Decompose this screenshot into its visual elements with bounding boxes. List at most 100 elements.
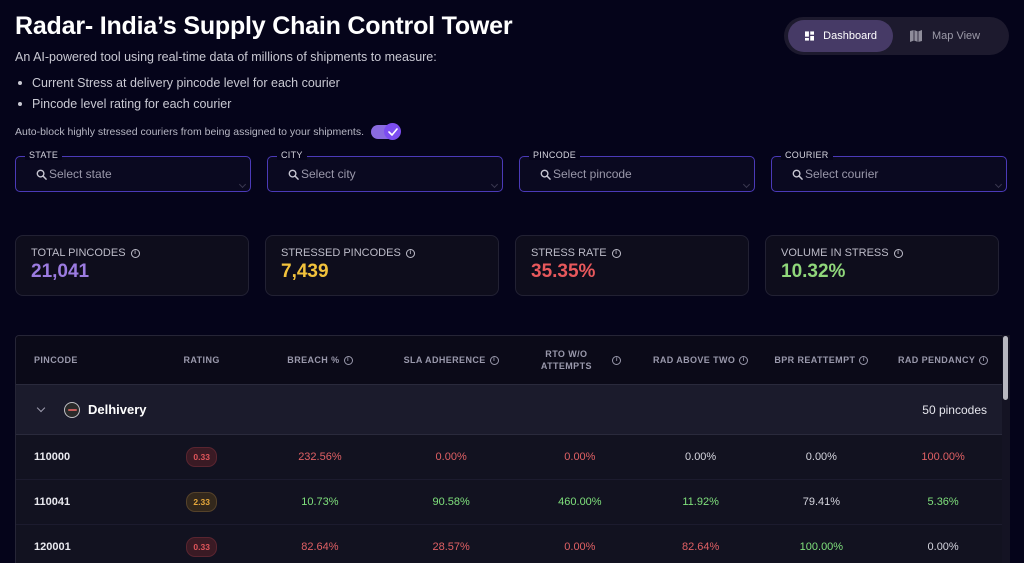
rating-cell: 2.33 bbox=[146, 492, 258, 512]
table-header: PINCODE RATING BREACH % i SLA ADHERENCE i … bbox=[16, 336, 1005, 385]
column-header-rad-pendancy[interactable]: RAD PENDANCY i bbox=[881, 355, 1005, 365]
search-icon bbox=[792, 169, 803, 180]
chevron-down-icon bbox=[742, 180, 751, 189]
stat-label: VOLUME IN STRESS bbox=[781, 247, 889, 259]
column-header-pincode[interactable]: PINCODE bbox=[16, 355, 146, 365]
info-icon[interactable]: i bbox=[739, 355, 749, 365]
metric-cell: 10.73% bbox=[301, 496, 339, 508]
info-icon[interactable]: i bbox=[611, 248, 621, 258]
stat-card-stress-rate: STRESS RATE i 35.35% bbox=[515, 235, 749, 296]
map-view-button[interactable]: Map View bbox=[893, 20, 996, 52]
column-label: BREACH % bbox=[287, 355, 340, 365]
metric-cell: 0.00% bbox=[564, 451, 596, 463]
search-icon bbox=[36, 169, 47, 180]
table-scrollbar[interactable] bbox=[1002, 335, 1010, 563]
autoblock-toggle[interactable] bbox=[371, 123, 402, 140]
city-search-input[interactable]: Select city bbox=[288, 167, 356, 181]
pincode-cell: 110000 bbox=[34, 451, 71, 463]
rating-cell: 0.33 bbox=[146, 447, 258, 467]
column-label: BPR REATTEMPT bbox=[774, 355, 856, 365]
info-icon[interactable]: i bbox=[343, 355, 353, 365]
column-label: RAD PENDANCY bbox=[897, 355, 976, 365]
rating-badge: 2.33 bbox=[186, 492, 217, 512]
column-header-breach[interactable]: BREACH % i bbox=[258, 355, 383, 365]
column-label: RATING bbox=[183, 355, 220, 365]
state-placeholder: Select state bbox=[49, 167, 112, 181]
column-label: SLA ADHERENCE bbox=[403, 355, 486, 365]
chevron-down-icon bbox=[994, 180, 1003, 189]
metric-cell: 82.64% bbox=[301, 541, 339, 553]
info-icon[interactable]: i bbox=[612, 355, 622, 365]
metric-cell: 232.56% bbox=[298, 451, 342, 463]
bullet-icon bbox=[18, 101, 22, 106]
dashboard-icon bbox=[805, 31, 815, 41]
pincode-search-input[interactable]: Select pincode bbox=[540, 167, 632, 181]
map-icon bbox=[910, 30, 922, 42]
rating-cell: 0.33 bbox=[146, 537, 258, 557]
dashboard-view-button[interactable]: Dashboard bbox=[788, 20, 893, 52]
stat-label: STRESSED PINCODES bbox=[281, 247, 401, 259]
table-body: 110000 0.33 232.56% 0.00% 0.00% 0.00% 0.00% 100… bbox=[16, 435, 1005, 563]
feature-text: Current Stress at delivery pincode level… bbox=[32, 75, 340, 90]
city-filter-label: CITY bbox=[277, 150, 307, 160]
feature-item: Current Stress at delivery pincode level… bbox=[15, 72, 340, 93]
column-label: RTO W/O ATTEMPTS bbox=[540, 349, 592, 371]
stats-row: TOTAL PINCODES i 21,041 STRESSED PINCODES… bbox=[15, 235, 999, 296]
pincode-filter[interactable]: PINCODE Select pincode bbox=[519, 150, 755, 192]
metric-cell: 100.00% bbox=[799, 541, 844, 553]
stat-label: TOTAL PINCODES bbox=[31, 247, 126, 259]
stat-value: 10.32% bbox=[781, 261, 846, 282]
info-icon[interactable]: i bbox=[859, 355, 869, 365]
column-header-rad-above-two[interactable]: RAD ABOVE TWO i bbox=[640, 355, 762, 365]
courier-search-input[interactable]: Select courier bbox=[792, 167, 878, 181]
courier-filter-label: COURIER bbox=[781, 150, 833, 160]
pincode-filter-label: PINCODE bbox=[529, 150, 581, 160]
courier-group-row[interactable]: Delhivery 50 pincodes bbox=[16, 385, 1005, 435]
courier-name: Delhivery bbox=[88, 402, 147, 417]
info-icon[interactable]: i bbox=[405, 248, 415, 258]
chevron-down-icon bbox=[490, 180, 499, 189]
autoblock-setting: Auto-block highly stressed couriers from… bbox=[15, 123, 402, 140]
page-title: Radar- India’s Supply Chain Control Towe… bbox=[15, 12, 513, 40]
state-filter[interactable]: STATE Select state bbox=[15, 150, 251, 192]
column-label: RAD ABOVE TWO bbox=[652, 355, 736, 365]
metric-cell: 5.36% bbox=[927, 496, 959, 508]
info-icon[interactable]: i bbox=[979, 355, 989, 365]
table-row[interactable]: 120001 0.33 82.64% 28.57% 0.00% 82.64% 100.00%… bbox=[16, 525, 1005, 563]
pincode-placeholder: Select pincode bbox=[553, 167, 632, 181]
scrollbar-thumb[interactable] bbox=[1003, 336, 1008, 400]
page-subtitle: An AI-powered tool using real-time data … bbox=[15, 50, 437, 64]
courier-filter[interactable]: COURIER Select courier bbox=[771, 150, 1007, 192]
toggle-knob bbox=[384, 123, 402, 140]
search-icon bbox=[288, 169, 299, 180]
city-placeholder: Select city bbox=[301, 167, 356, 181]
metric-cell: 79.41% bbox=[802, 496, 841, 508]
table-row[interactable]: 110041 2.33 10.73% 90.58% 460.00% 11.92% 79.41… bbox=[16, 480, 1005, 525]
metric-cell: 0.00% bbox=[564, 541, 596, 553]
filter-bar: STATE Select state CITY Select city PINC… bbox=[15, 150, 1007, 192]
column-label: PINCODE bbox=[34, 355, 78, 365]
table-row[interactable]: 110000 0.33 232.56% 0.00% 0.00% 0.00% 0.00% 100… bbox=[16, 435, 1005, 480]
feature-text: Pincode level rating for each courier bbox=[32, 96, 232, 111]
column-header-rto-wo-attempts[interactable]: RTO W/O ATTEMPTS i bbox=[520, 348, 640, 372]
column-header-sla-adherence[interactable]: SLA ADHERENCE i bbox=[382, 355, 520, 365]
bullet-icon bbox=[18, 80, 22, 85]
chevron-down-icon[interactable] bbox=[36, 403, 46, 413]
info-icon[interactable]: i bbox=[489, 355, 499, 365]
metric-cell: 0.00% bbox=[805, 451, 837, 463]
pincode-cell: 120001 bbox=[34, 541, 71, 553]
column-header-bpr-reattempt[interactable]: BPR REATTEMPT i bbox=[762, 355, 882, 365]
info-icon[interactable]: i bbox=[893, 248, 903, 258]
autoblock-label: Auto-block highly stressed couriers from… bbox=[15, 126, 365, 138]
metric-cell: 11.92% bbox=[682, 496, 719, 508]
dashboard-view-label: Dashboard bbox=[823, 30, 877, 42]
courier-pincode-count: 50 pincodes bbox=[922, 402, 987, 417]
feature-item: Pincode level rating for each courier bbox=[15, 93, 340, 114]
state-search-input[interactable]: Select state bbox=[36, 167, 112, 181]
info-icon[interactable]: i bbox=[130, 248, 140, 258]
city-filter[interactable]: CITY Select city bbox=[267, 150, 503, 192]
column-header-rating[interactable]: RATING bbox=[146, 355, 258, 365]
metric-cell: 28.57% bbox=[432, 541, 470, 553]
pincode-table: PINCODE RATING BREACH % i SLA ADHERENCE i … bbox=[15, 335, 1006, 563]
